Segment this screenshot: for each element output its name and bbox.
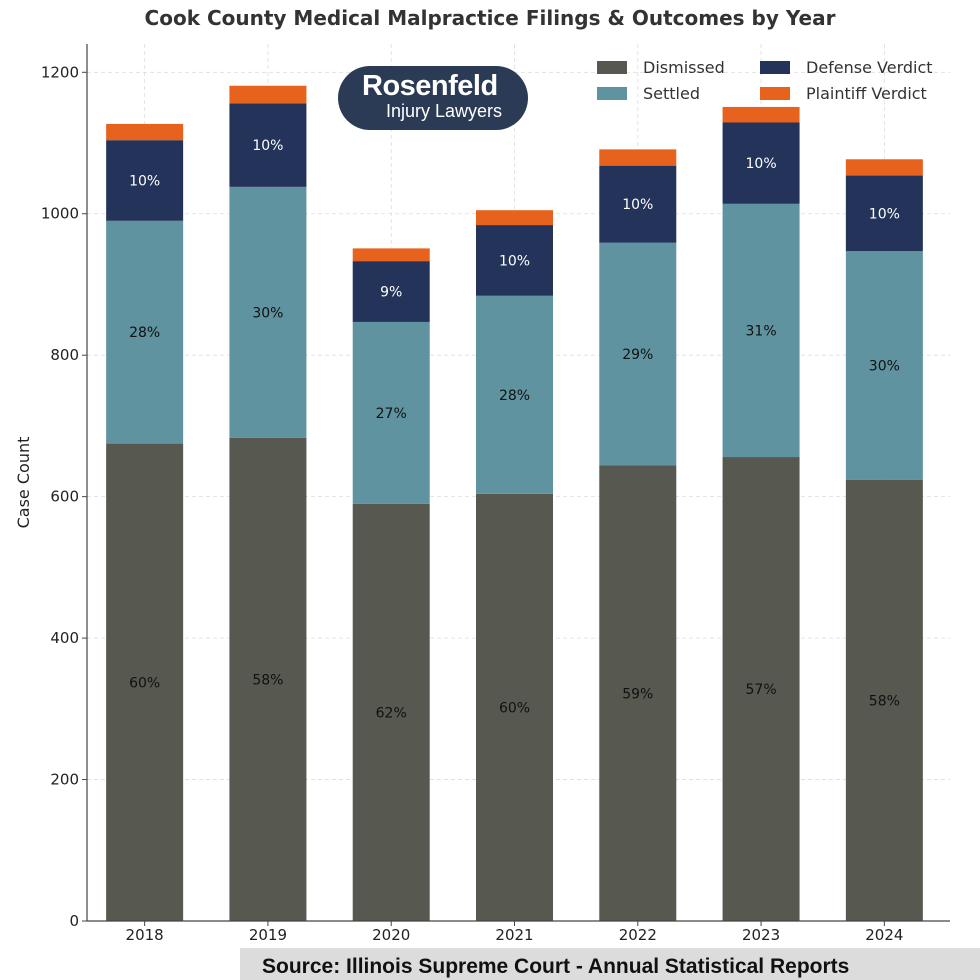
legend-label: Dismissed: [643, 57, 725, 77]
bar-label: 29%: [622, 347, 653, 363]
bar-label: 58%: [869, 693, 900, 709]
bar-label: 10%: [252, 138, 283, 154]
bar-label: 10%: [622, 197, 653, 213]
bar-dismissed-2024: [845, 479, 923, 921]
bar-dismissed-2019: [229, 437, 307, 921]
legend-item-defense-verdict: Defense Verdict: [760, 56, 933, 78]
bar-label: 28%: [499, 388, 530, 404]
bar-label: 59%: [622, 686, 653, 702]
bar-label: 57%: [746, 682, 777, 698]
bar-label: 60%: [499, 700, 530, 716]
legend-item-plaintiff-verdict: Plaintiff Verdict: [760, 82, 927, 104]
y-tick-label: 800: [50, 346, 79, 364]
x-tick-label: 2024: [865, 926, 903, 944]
bar-label: 10%: [129, 174, 160, 190]
y-tick-label: 600: [50, 488, 79, 506]
bar-defense-verdict-2019: [229, 103, 307, 187]
y-tick-label: 200: [50, 771, 79, 789]
y-tick-label: 0: [69, 912, 79, 930]
bar-plaintiff-verdict-2023: [722, 106, 800, 123]
bar-label: 30%: [252, 305, 283, 321]
bar-settled-2020: [352, 321, 430, 504]
x-tick-label: 2022: [619, 926, 657, 944]
legend-label: Plaintiff Verdict: [806, 83, 927, 103]
bar-settled-2019: [229, 186, 307, 438]
rosenfeld-logo: Rosenfeld Injury Lawyers: [338, 66, 528, 130]
bar-defense-verdict-2021: [476, 225, 553, 296]
bar-defense-verdict-2020: [352, 261, 430, 322]
logo-name: Rosenfeld: [362, 70, 498, 102]
chart-title: Cook County Medical Malpractice Filings …: [144, 6, 836, 30]
x-tick-label: 2019: [249, 926, 287, 944]
bar-defense-verdict-2018: [106, 140, 184, 221]
bar-label: 28%: [129, 325, 160, 341]
bar-dismissed-2022: [599, 465, 677, 921]
bar-settled-2023: [722, 203, 800, 458]
bar-label: 58%: [252, 672, 283, 688]
bar-label: 31%: [746, 323, 777, 339]
logo-subtitle: Injury Lawyers: [386, 101, 503, 121]
bar-dismissed-2018: [106, 443, 184, 921]
legend-swatch: [597, 86, 627, 100]
bar-label: 30%: [869, 358, 900, 374]
bar-plaintiff-verdict-2021: [476, 210, 553, 226]
bar-plaintiff-verdict-2020: [352, 248, 430, 262]
legend-swatch: [760, 60, 790, 74]
legend-label: Settled: [643, 83, 700, 103]
bar-plaintiff-verdict-2019: [229, 85, 307, 104]
legend-label: Defense Verdict: [806, 57, 933, 77]
bar-label: 9%: [380, 285, 402, 301]
bar-plaintiff-verdict-2022: [599, 149, 677, 166]
bar-defense-verdict-2023: [722, 122, 800, 204]
bar-defense-verdict-2022: [599, 165, 677, 243]
bar-dismissed-2020: [352, 503, 430, 921]
x-tick-label: 2023: [742, 926, 780, 944]
x-tick-label: 2021: [495, 926, 533, 944]
bar-label: 10%: [869, 206, 900, 222]
bar-settled-2021: [476, 295, 553, 494]
bar-label: 27%: [376, 406, 407, 422]
legend-item-dismissed: Dismissed: [597, 56, 725, 78]
bar-settled-2024: [845, 251, 923, 480]
bar-dismissed-2021: [476, 493, 553, 921]
bar-plaintiff-verdict-2018: [106, 123, 184, 141]
legend-item-settled: Settled: [597, 82, 700, 104]
legend-swatch: [597, 60, 627, 74]
bar-label: 62%: [376, 705, 407, 721]
bar-settled-2018: [106, 220, 184, 444]
legend-swatch: [760, 86, 790, 100]
bar-label: 10%: [746, 156, 777, 172]
x-tick-label: 2020: [372, 926, 410, 944]
y-tick-label: 400: [50, 629, 79, 647]
bar-dismissed-2023: [722, 457, 800, 921]
bar-plaintiff-verdict-2024: [845, 159, 923, 176]
y-axis-label: Case Count: [14, 437, 33, 529]
y-tick-label: 1200: [41, 63, 79, 81]
y-tick-label: 1000: [41, 205, 79, 223]
bar-label: 10%: [499, 253, 530, 269]
bar-label: 60%: [129, 675, 160, 691]
source-note: Source: Illinois Supreme Court - Annual …: [240, 948, 980, 980]
bar-defense-verdict-2024: [845, 175, 923, 252]
bar-settled-2022: [599, 242, 677, 466]
x-tick-label: 2018: [126, 926, 164, 944]
